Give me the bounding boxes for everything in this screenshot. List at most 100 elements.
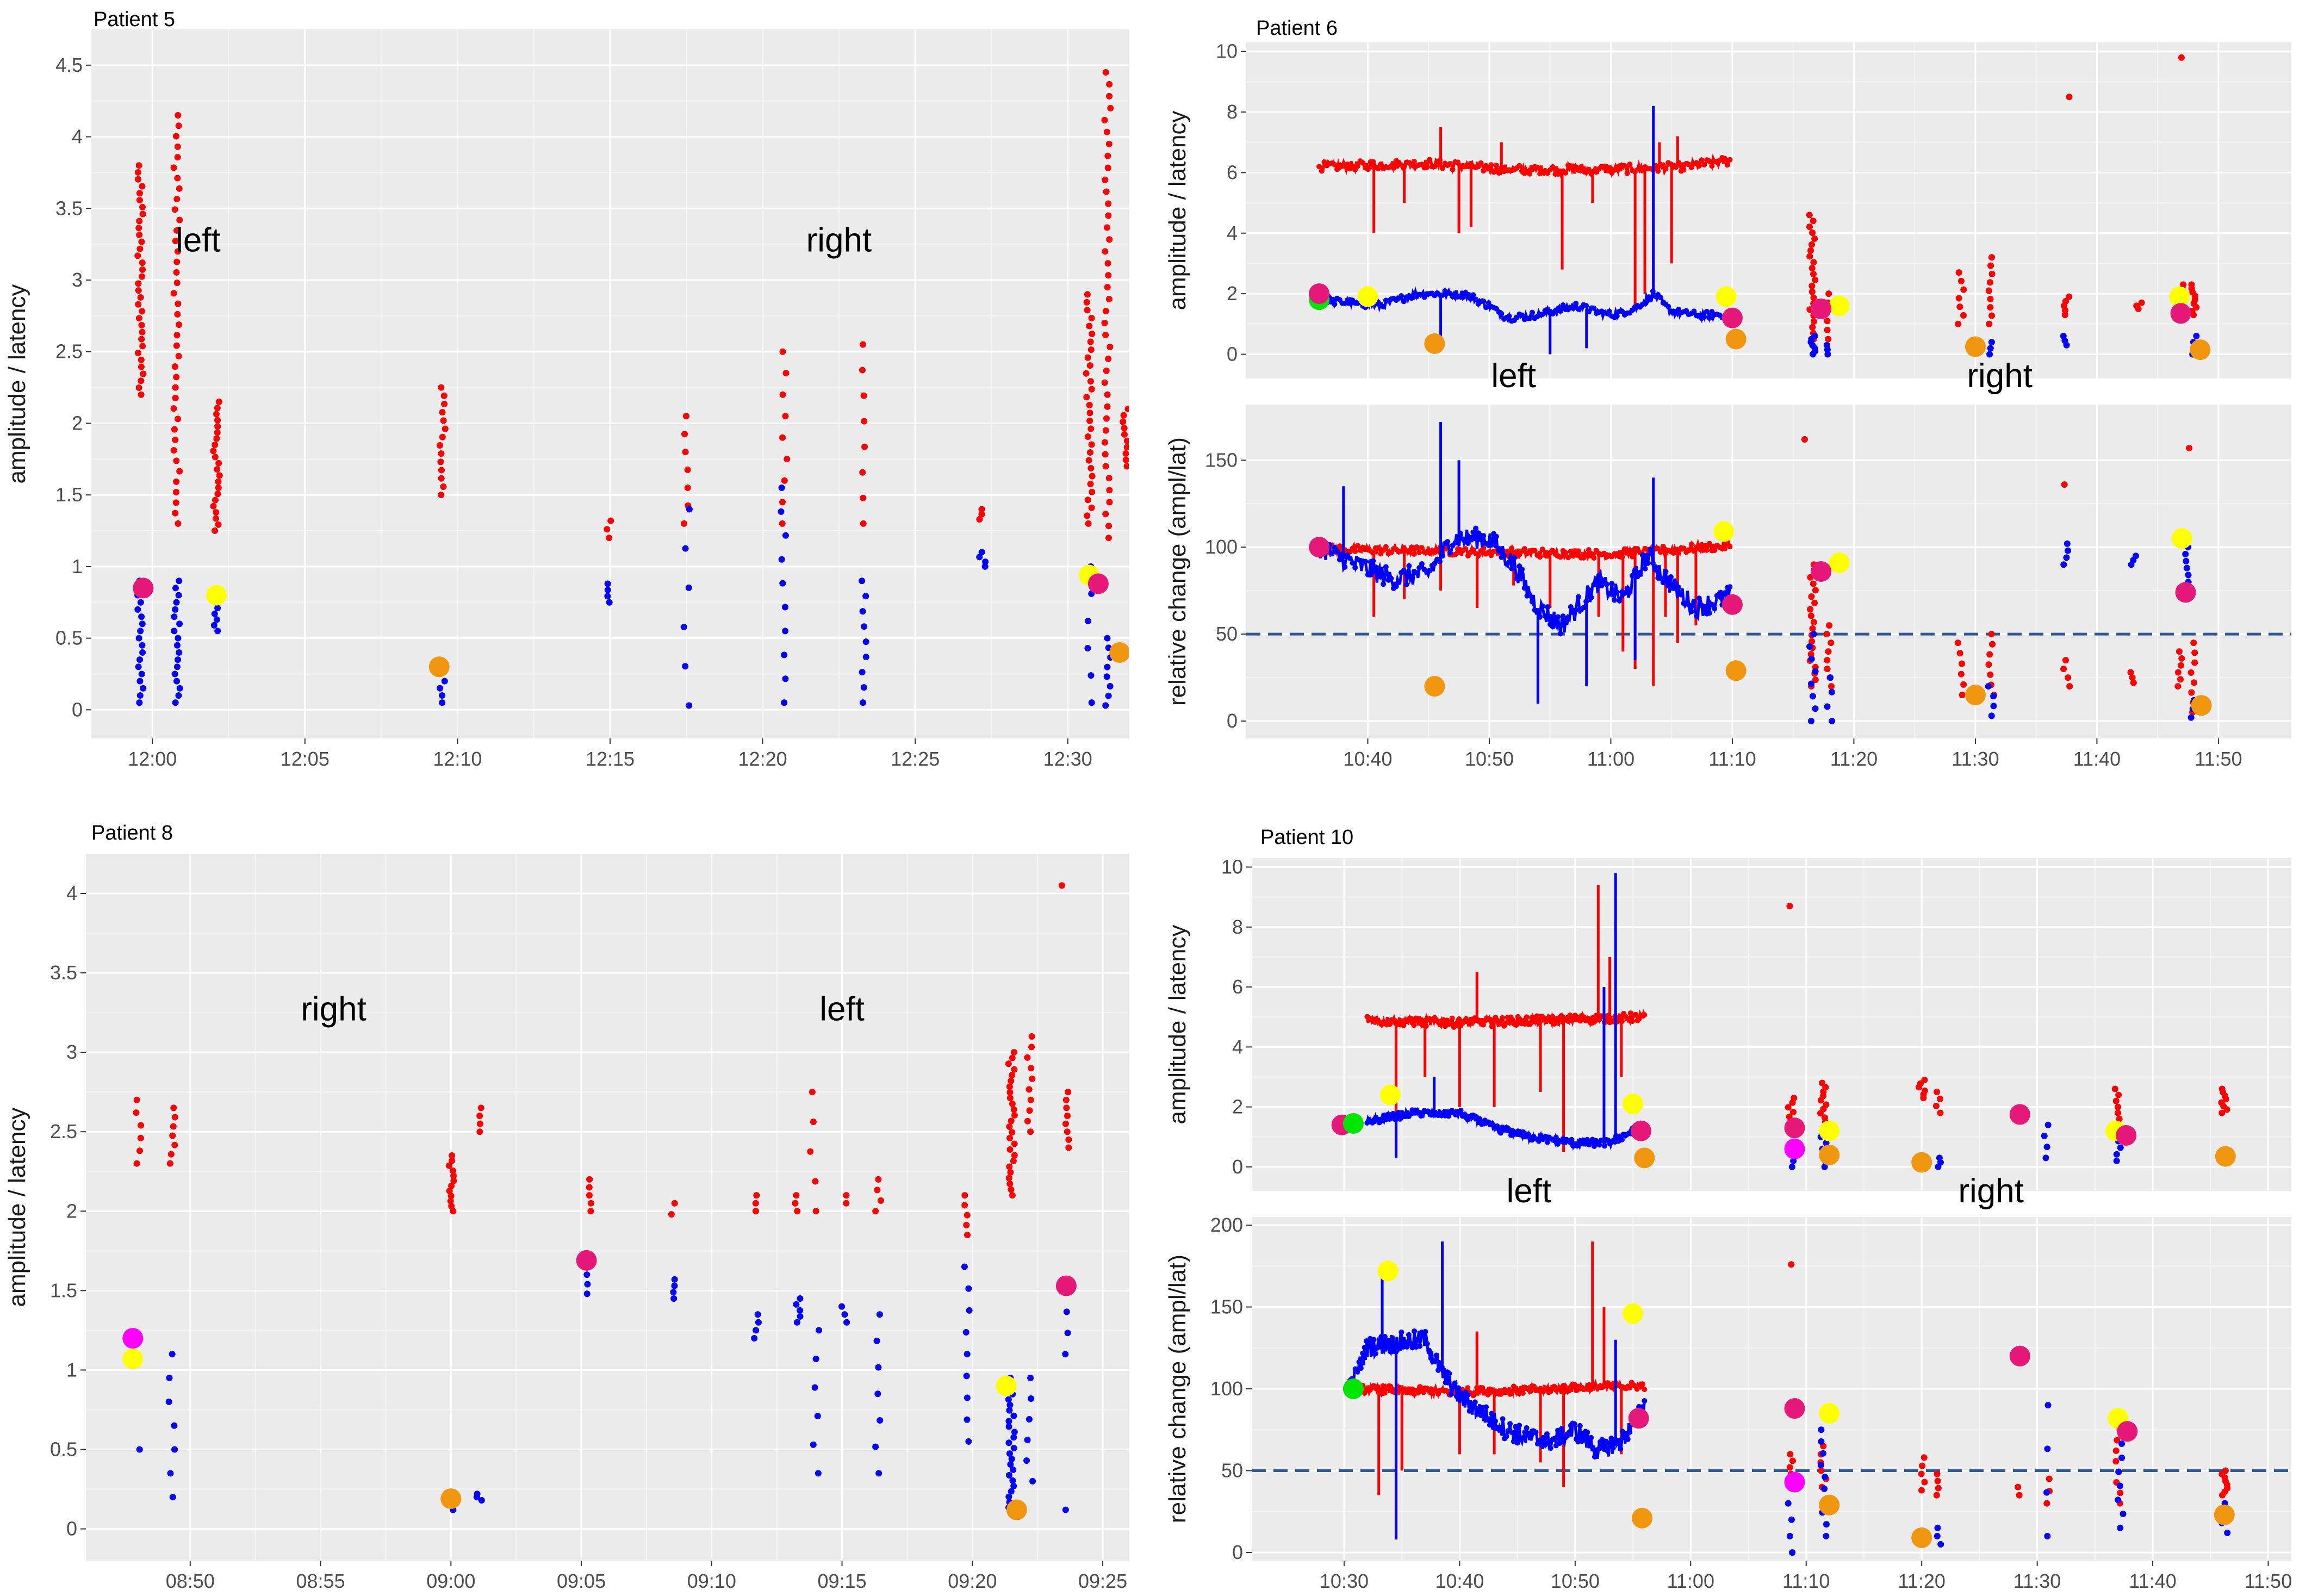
x-tick-label: 12:15 [586,748,635,770]
latency-point [1401,299,1407,305]
amplitude-point [961,1202,968,1209]
latency-point [1412,1328,1418,1334]
plot-background [1246,42,2291,378]
latency-point [1570,305,1576,311]
amplitude-point [1447,1021,1453,1027]
amplitude-point [1083,299,1090,306]
y-tick-label: 2.5 [50,1120,77,1142]
amplitude-point [1568,549,1574,555]
latency-point [1566,1430,1572,1436]
amplitude-point [1427,157,1433,163]
amplitude-point [170,405,177,412]
amplitude-point [1009,1192,1016,1199]
amplitude-point [1086,409,1093,417]
amplitude-point [1812,587,1819,594]
amplitude-point [1955,295,1962,302]
y-tick-label: 1 [66,1358,77,1381]
amplitude-point [1630,554,1636,560]
amplitude-point [173,374,180,381]
amplitude-point [1809,229,1816,236]
latency-point [1104,663,1111,670]
amplitude-point [2178,655,2185,662]
amplitude-point [1786,903,1793,910]
x-tick-label: 11:50 [2195,748,2242,770]
amplitude-point [1408,1015,1414,1021]
amplitude-point [133,1109,140,1116]
latency-point [965,1285,972,1292]
amplitude-point [2188,281,2195,288]
latency-point [1023,1457,1030,1464]
amplitude-point [1521,546,1527,552]
orange-event-marker [1819,1144,1840,1165]
amplitude-point [139,308,146,315]
latency-point [1817,1462,1824,1469]
latency-point [138,670,145,678]
y-tick-label: 2 [66,1200,77,1222]
amplitude-point [1810,259,1817,266]
latency-point [1676,585,1682,591]
latency-point [1064,1330,1071,1337]
amplitude-point [1360,160,1366,166]
amplitude-point [1627,1384,1633,1390]
amplitude-point [139,259,146,266]
amplitude-point [1107,104,1114,111]
amplitude-point [175,248,182,255]
latency-point [875,1364,882,1371]
amplitude-point [139,203,146,210]
latency-point [1009,1477,1016,1484]
latency-point [1362,1344,1368,1350]
latency-point [1678,592,1684,598]
amplitude-point [606,535,613,542]
amplitude-point [1987,262,1994,269]
latency-point [604,586,611,593]
amplitude-point [1101,439,1108,446]
amplitude-point [171,426,178,433]
latency-point [1498,1425,1504,1431]
latency-point [1986,351,1993,358]
amplitude-point [779,520,786,527]
latency-point [1376,1343,1382,1349]
amplitude-point [1706,541,1712,547]
latency-point [1010,1466,1017,1473]
amplitude-point [1432,164,1438,170]
latency-point [962,1329,969,1336]
amplitude-point [139,343,146,350]
latency-point [1807,680,1814,687]
amplitude-point [1722,546,1728,552]
amplitude-point [1087,425,1095,432]
pink-event-marker [133,577,154,599]
amplitude-point [135,384,142,391]
amplitude-point [1122,456,1129,463]
amplitude-point [1935,1485,1942,1492]
amplitude-point [779,434,786,441]
latency-point [2118,1454,2125,1461]
amplitude-point [779,391,786,398]
amplitude-point [1934,1470,1941,1477]
latency-point [1483,305,1489,310]
latency-point [793,1319,800,1326]
amplitude-point [587,1208,594,1215]
amplitude-point [1316,164,1322,170]
amplitude-point [1089,488,1096,495]
amplitude-point [2177,662,2184,669]
x-tick-label: 11:10 [1782,1570,1830,1592]
latency-point [1591,582,1597,588]
amplitude-point [138,356,145,363]
latency-point [1329,297,1335,303]
amplitude-point [170,164,177,171]
amplitude-point [1811,235,1818,242]
amplitude-point [1586,547,1592,553]
amplitude-point [135,301,142,308]
latency-point [175,592,182,599]
latency-point [1062,1506,1069,1513]
latency-point [811,1384,818,1391]
amplitude-point [438,492,445,499]
latency-point [1358,1365,1364,1371]
yellow-event-marker [1623,1303,1644,1324]
y-tick-label: 6 [1232,976,1243,998]
amplitude-point [1539,547,1545,552]
amplitude-point [1513,1022,1519,1028]
latency-point [2185,572,2192,579]
latency-point [1606,591,1612,597]
amplitude-point [2218,1085,2226,1092]
